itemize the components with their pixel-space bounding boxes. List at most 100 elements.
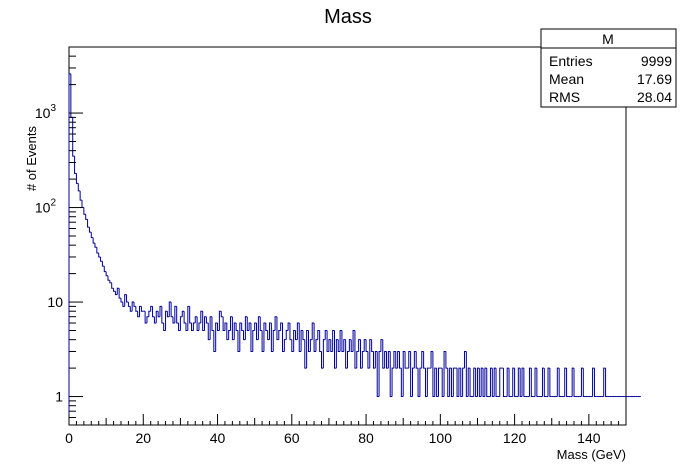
histogram-bin xyxy=(467,367,471,397)
histogram-bin xyxy=(404,351,407,369)
histogram-bin xyxy=(426,367,430,397)
histogram-bin xyxy=(417,368,420,398)
histogram-bin xyxy=(68,73,71,425)
histogram-bin xyxy=(441,368,445,398)
histogram-bin xyxy=(478,368,482,398)
histogram-bin xyxy=(230,316,233,331)
histogram-bin xyxy=(465,351,469,398)
histogram-bin xyxy=(493,367,497,397)
histogram-bin xyxy=(194,316,198,324)
histogram-bin xyxy=(126,294,129,303)
histogram-bin xyxy=(447,368,450,398)
histogram-bin xyxy=(254,322,257,331)
histogram-bin xyxy=(473,367,476,397)
histogram-bin xyxy=(87,219,90,228)
stats-mean-value: 17.69 xyxy=(637,71,672,87)
histogram-bin xyxy=(543,368,547,398)
histogram-bin xyxy=(207,323,211,341)
histogram-bin xyxy=(168,301,172,317)
histogram-bin xyxy=(395,351,398,369)
y-tick-label: 10 xyxy=(47,294,63,310)
histogram-bin xyxy=(174,305,177,324)
histogram-bin xyxy=(283,339,287,352)
histogram-bin xyxy=(259,316,263,331)
histogram-bin xyxy=(519,368,523,398)
histogram-bin xyxy=(274,316,277,331)
histogram-bin xyxy=(250,323,253,352)
histogram-bin xyxy=(391,367,394,397)
histogram-bin xyxy=(107,275,110,281)
x-axis: 0 20 40 60 80 100 120 140 xyxy=(65,414,627,446)
x-tick-label: 120 xyxy=(503,430,527,446)
histogram-bin xyxy=(118,288,121,299)
histogram-bin xyxy=(129,306,133,312)
histogram-bin xyxy=(521,367,524,397)
x-axis-label: Mass (GeV) xyxy=(557,447,626,462)
histogram-bin xyxy=(252,330,255,352)
histogram-bin xyxy=(215,322,218,352)
histogram-bin xyxy=(385,351,389,369)
histogram-bin xyxy=(334,330,337,369)
histogram-bin xyxy=(499,367,502,397)
histogram-bin xyxy=(155,310,159,324)
stats-box-frame xyxy=(540,28,677,108)
histogram-bin xyxy=(153,316,157,324)
histogram-bin xyxy=(90,232,94,239)
histogram-bin xyxy=(530,368,534,398)
histogram-bin xyxy=(345,339,348,369)
histogram-bin xyxy=(363,339,367,352)
histogram-bin xyxy=(152,306,155,318)
histogram-bin xyxy=(244,316,248,340)
histogram-bin xyxy=(476,367,480,397)
histogram-bin xyxy=(330,339,333,352)
stats-box: M Entries 9999 Mean 17.69 RMS 28.04 xyxy=(540,28,677,108)
x-tick-label: 20 xyxy=(135,430,151,446)
histogram-bin xyxy=(536,368,539,398)
histogram-bin xyxy=(313,323,316,352)
x-tick-label: 80 xyxy=(358,430,374,446)
histogram-bin xyxy=(356,350,359,369)
histogram-bin xyxy=(534,367,537,397)
histogram-bin xyxy=(235,323,238,331)
histogram-bin xyxy=(566,368,569,398)
y-tick-label: 102 xyxy=(35,198,57,216)
y-tick-label: 103 xyxy=(35,103,57,121)
histogram-bin xyxy=(372,351,376,369)
histogram-bin xyxy=(389,351,393,398)
histogram-bin xyxy=(434,367,437,397)
histogram-bin xyxy=(506,367,510,397)
histogram-bin xyxy=(135,306,138,312)
histogram-bin xyxy=(217,323,220,331)
histogram-bin xyxy=(339,330,342,352)
histogram-bin xyxy=(387,350,391,369)
histogram-bin xyxy=(298,323,302,352)
histogram-bin xyxy=(144,311,147,324)
histogram-bin xyxy=(133,302,136,307)
histogram-bin xyxy=(196,316,199,331)
histogram-bin xyxy=(77,183,81,192)
histogram-bin xyxy=(148,310,151,317)
histogram-bin xyxy=(415,351,419,369)
histogram-bin xyxy=(335,339,339,369)
histogram-bin xyxy=(374,350,378,369)
histogram-bin xyxy=(443,350,446,397)
histogram-bin xyxy=(209,316,212,340)
histogram-bin xyxy=(352,330,355,352)
histogram-bin xyxy=(308,330,311,352)
histogram-bin xyxy=(319,330,322,352)
histogram-bin xyxy=(256,323,259,341)
histogram-bin xyxy=(460,368,463,398)
stats-entries-value: 9999 xyxy=(641,53,672,69)
histogram-bin xyxy=(348,339,352,352)
stats-box-title: M xyxy=(602,31,614,47)
x-tick-label: 60 xyxy=(284,430,300,446)
histogram-bin xyxy=(430,350,433,369)
histogram-bin xyxy=(233,322,237,340)
histogram-bin xyxy=(528,367,532,397)
histogram-bin xyxy=(341,330,344,352)
histogram-bin xyxy=(571,367,575,397)
histogram-bin xyxy=(211,316,214,331)
histogram-bin xyxy=(98,253,101,258)
histogram-bin xyxy=(239,322,242,352)
histogram-bin xyxy=(187,305,190,331)
